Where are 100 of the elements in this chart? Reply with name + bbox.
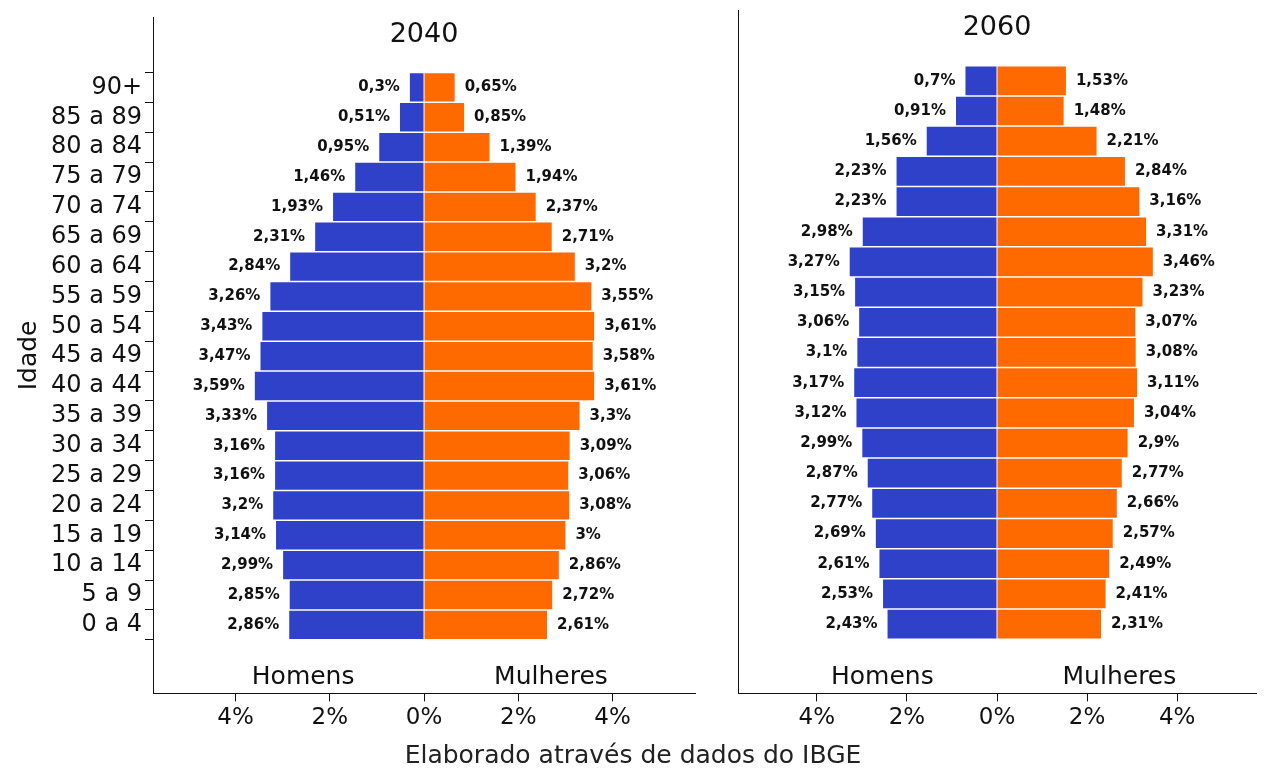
bar	[379, 132, 424, 162]
bar	[424, 401, 580, 431]
bar	[956, 96, 997, 126]
data-label: 2,86%	[227, 614, 280, 633]
series-label: Mulheres	[494, 660, 608, 690]
data-label: 3,33%	[205, 405, 258, 424]
y-tick-label: 85 a 89	[51, 101, 143, 130]
data-label: 2,87%	[805, 463, 858, 482]
y-tick-label: 40 a 44	[51, 370, 143, 399]
data-label: 3,08%	[579, 495, 632, 514]
data-label: 2,31%	[1111, 613, 1164, 632]
data-label: 3,07%	[1145, 312, 1198, 331]
data-label: 2,98%	[800, 221, 853, 240]
data-label: 3,16%	[213, 435, 266, 454]
data-label: 2,61%	[817, 553, 870, 572]
y-tick-label: 45 a 49	[51, 340, 143, 369]
bar	[997, 247, 1153, 277]
y-tick-label: 20 a 24	[51, 489, 143, 518]
data-label: 0,65%	[464, 77, 517, 96]
bar	[887, 609, 997, 639]
data-label: 3,04%	[1143, 402, 1196, 421]
x-tick-label: 2%	[888, 703, 926, 730]
series-label: Homens	[830, 660, 934, 690]
y-tick-label: 90+	[91, 71, 143, 100]
y-tick-label: 55 a 59	[51, 280, 143, 309]
data-label: 3,17%	[792, 372, 845, 391]
data-label: 3,2%	[584, 256, 627, 275]
data-label: 1,53%	[1075, 70, 1128, 89]
data-label: 2,43%	[825, 613, 878, 632]
data-label: 2,53%	[820, 583, 874, 602]
bar	[424, 341, 593, 371]
data-label: 1,94%	[525, 166, 578, 185]
data-label: 1,48%	[1073, 100, 1126, 119]
data-label: 0,51%	[337, 107, 390, 126]
data-label: 2,61%	[557, 614, 610, 633]
data-label: 2,57%	[1122, 523, 1175, 542]
data-label: 3,61%	[604, 375, 657, 394]
data-label: 3,1%	[805, 342, 848, 361]
bar	[254, 371, 424, 401]
data-label: 3,26%	[208, 286, 261, 305]
bar	[424, 162, 516, 192]
chart-title: 2060	[962, 10, 1032, 42]
data-label: 2,84%	[228, 256, 281, 275]
data-label: 3,11%	[1147, 372, 1200, 391]
bar	[862, 428, 997, 458]
bar	[283, 550, 424, 580]
y-tick-label: 0 a 4	[81, 609, 143, 638]
x-tick-label: 2%	[311, 703, 349, 730]
data-label: 3,3%	[589, 405, 632, 424]
bar	[424, 132, 490, 162]
data-label: 1,93%	[271, 196, 324, 215]
data-label: 2,41%	[1115, 583, 1168, 602]
data-label: 2,77%	[810, 493, 863, 512]
y-tick-label: 80 a 84	[51, 131, 143, 160]
x-tick-label: 2%	[1068, 703, 1106, 730]
bar	[267, 401, 424, 431]
data-label: 3,2%	[221, 495, 264, 514]
data-label: 1,56%	[864, 131, 917, 150]
data-label: 3,12%	[794, 402, 847, 421]
data-label: 3,43%	[200, 316, 253, 335]
data-label: 3,06%	[578, 465, 631, 484]
bar	[855, 277, 997, 307]
data-label: 2,21%	[1106, 131, 1159, 150]
bar	[997, 428, 1128, 458]
data-label: 3,09%	[579, 435, 632, 454]
bar	[424, 192, 536, 222]
bar	[424, 580, 553, 610]
bar	[849, 247, 997, 277]
data-label: 2,37%	[545, 196, 598, 215]
data-label: 3,47%	[198, 346, 251, 365]
y-tick-label: 50 a 54	[51, 310, 143, 339]
data-label: 3,16%	[1149, 191, 1202, 210]
bar	[333, 192, 424, 222]
bar	[424, 610, 548, 640]
x-tick-label: 0%	[405, 703, 443, 730]
data-label: 2,49%	[1119, 553, 1172, 572]
data-label: 3,15%	[793, 281, 846, 300]
data-label: 3,06%	[797, 312, 850, 331]
data-label: 3,16%	[213, 465, 266, 484]
data-label: 1,39%	[499, 137, 552, 156]
x-tick-label: 4%	[798, 703, 836, 730]
bar	[424, 550, 559, 580]
data-label: 2,71%	[561, 226, 614, 245]
y-tick-label: 30 a 34	[51, 429, 143, 458]
bar	[997, 579, 1106, 609]
data-label: 3%	[575, 525, 601, 544]
chart-title: 2040	[389, 17, 459, 49]
y-tick-label: 15 a 19	[51, 519, 143, 548]
bar	[289, 580, 424, 610]
data-label: 1,46%	[293, 166, 346, 185]
y-tick-label: 10 a 14	[51, 549, 143, 578]
data-label: 2,77%	[1131, 463, 1184, 482]
series-label: Homens	[251, 660, 355, 690]
bar	[424, 371, 595, 401]
x-tick-label: 4%	[594, 703, 631, 730]
y-tick-label: 65 a 69	[51, 220, 143, 249]
data-label: 2,69%	[813, 523, 866, 542]
bar	[260, 341, 424, 371]
data-label: 3,59%	[192, 375, 245, 394]
y-tick-label: 25 a 29	[51, 459, 143, 488]
